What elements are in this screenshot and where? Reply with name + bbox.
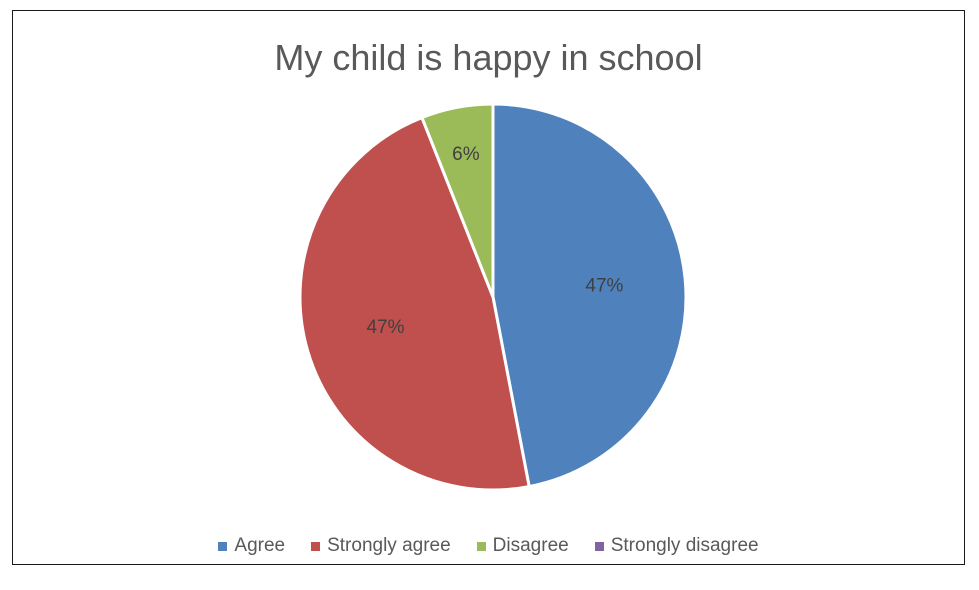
legend-label-agree: Agree — [234, 535, 286, 556]
data-label-strongly-agree: 47% — [366, 317, 404, 338]
chart-title: My child is happy in school — [274, 37, 703, 78]
legend-swatch-agree — [218, 541, 228, 551]
data-label-agree: 47% — [585, 275, 623, 296]
pie-slice-agree — [491, 102, 688, 489]
chart-frame: My child is happy in school 47% 47% 6% Agr… — [12, 10, 965, 565]
legend-swatch-strongly-disagree — [594, 541, 604, 551]
pie-slice-strongly-agree — [298, 116, 531, 492]
legend-swatch-strongly-agree — [311, 541, 321, 551]
legend-swatch-disagree — [476, 541, 486, 551]
pie-slice-disagree — [420, 102, 495, 299]
chart-legend: Agree Strongly agree Disagree Strongly disa… — [13, 535, 964, 557]
legend-item-strongly-agree: Strongly agree — [311, 535, 451, 557]
legend-label-strongly-agree: Strongly agree — [327, 535, 451, 556]
legend-item-disagree: Disagree — [476, 535, 569, 557]
legend-label-strongly-disagree: Strongly disagree — [610, 535, 759, 556]
legend-item-strongly-disagree: Strongly disagree — [594, 535, 759, 557]
pie-chart: 47% 47% 6% — [298, 102, 688, 492]
legend-item-agree: Agree — [218, 535, 285, 557]
legend-label-disagree: Disagree — [492, 535, 569, 556]
data-label-disagree: 6% — [452, 144, 480, 165]
